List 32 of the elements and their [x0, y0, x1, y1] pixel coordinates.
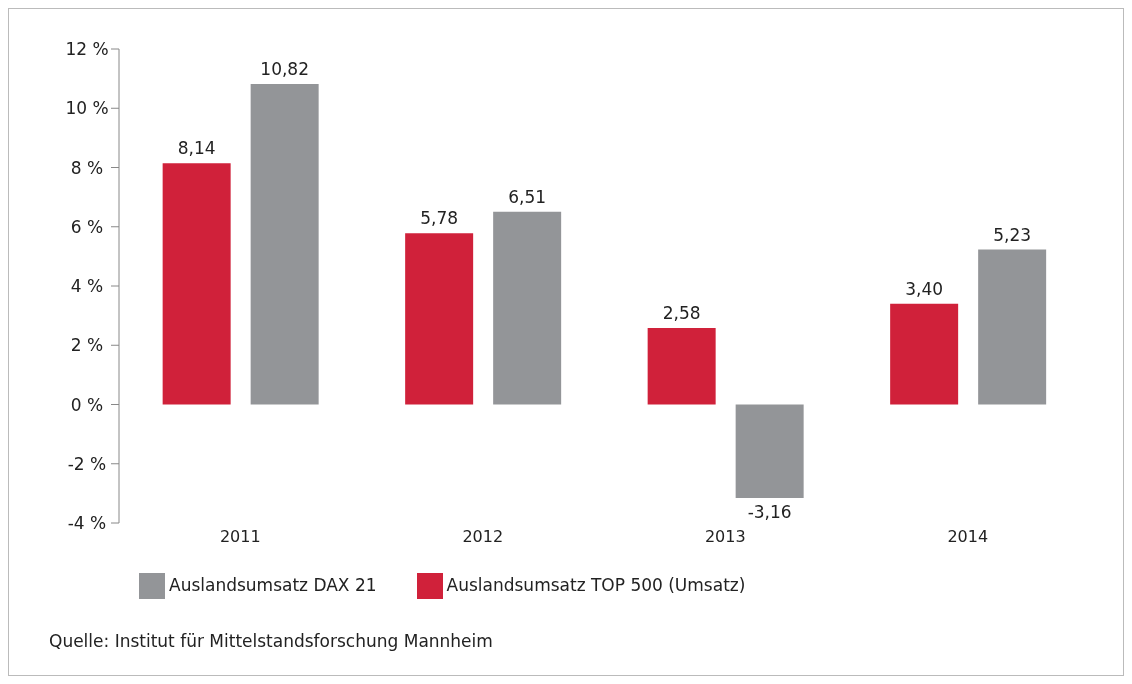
data-label: 6,51 [508, 186, 547, 207]
y-tick-label: 10 % [65, 98, 109, 119]
bar [647, 328, 716, 405]
data-label: 5,78 [420, 208, 459, 229]
y-tick-label: 0 % [70, 394, 104, 415]
data-label: 3,40 [905, 278, 944, 299]
bar [250, 83, 319, 405]
bar [493, 211, 562, 405]
y-tick-label: 8 % [70, 157, 104, 178]
bar [405, 233, 474, 405]
legend-label: Auslandsumsatz TOP 500 (Umsatz) [446, 575, 746, 595]
data-label: 5,23 [993, 224, 1032, 245]
bar [978, 249, 1047, 405]
legend-label: Auslandsumsatz DAX 21 [169, 575, 377, 595]
bar [890, 303, 959, 405]
x-tick-label: 2011 [219, 527, 261, 547]
data-label: 10,82 [260, 58, 309, 79]
y-tick-label: -4 % [67, 513, 107, 534]
bar [735, 404, 804, 499]
bar [162, 163, 231, 405]
y-tick-label: 6 % [70, 216, 104, 237]
y-tick-label: -2 % [67, 453, 107, 474]
x-tick-label: 2014 [947, 527, 989, 547]
data-label: -3,16 [747, 502, 792, 523]
y-tick-label: 12 % [65, 39, 109, 60]
x-tick-label: 2012 [462, 527, 504, 547]
data-label: 2,58 [662, 303, 701, 324]
data-label: 8,14 [177, 138, 216, 159]
x-tick-label: 2013 [704, 527, 746, 547]
source-note: Quelle: Institut für Mittelstandsforschung Mannheim [49, 631, 493, 651]
y-tick-label: 4 % [70, 276, 104, 297]
y-tick-label: 2 % [70, 335, 104, 356]
